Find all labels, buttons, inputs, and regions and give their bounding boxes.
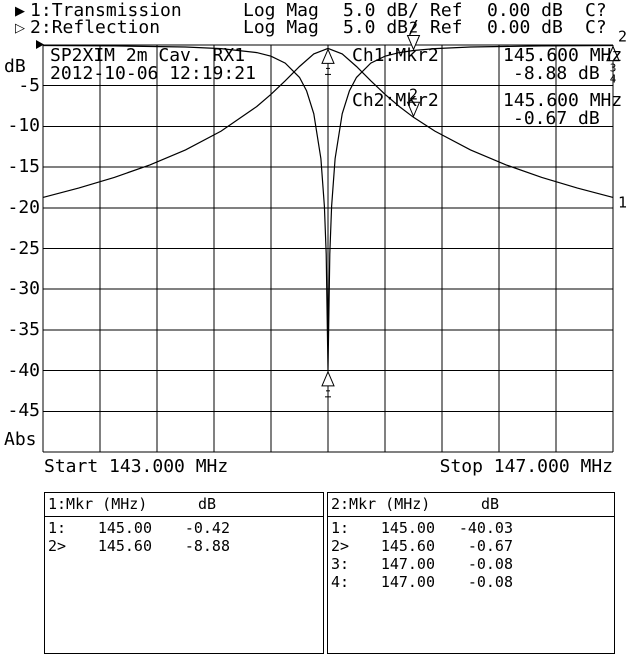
marker-table-cell-num: 3: — [331, 555, 350, 573]
channel-2-ref-value: 0.00 dB — [487, 17, 563, 38]
marker-table-cell-num: 4: — [331, 573, 350, 591]
y-axis-unit-label: dB — [4, 56, 26, 77]
y-axis-abs-label: Abs — [4, 429, 37, 450]
y-axis-tick-label: -25 — [7, 237, 40, 259]
y-axis-tick-label: -5 — [18, 74, 40, 96]
marker-1-2-triangle-icon — [406, 101, 421, 118]
marker-table-row: 1: 145.00 -0.42 — [45, 519, 323, 537]
channel-1-ref-label: Ref — [430, 0, 463, 21]
marker-table-ch1-rows: 1: 145.00 -0.42 2> 145.60 -8.88 — [45, 517, 323, 555]
marker-table-cell-db: -0.67 — [467, 537, 513, 555]
marker-table-cell-freq: 147.00 — [380, 555, 435, 573]
marker-table-ch2-header: 2:Mkr (MHz) dB — [328, 493, 614, 517]
marker-table-cell-db: -0.08 — [467, 555, 513, 573]
marker-table-row: 2> 145.60 -8.88 — [45, 537, 323, 555]
marker-2-2-triangle-icon — [406, 34, 421, 51]
marker-table-cell-num: 2> — [48, 537, 67, 555]
y-axis-tick-label: -20 — [7, 196, 40, 218]
marker-table-ch1-header: 1:Mkr (MHz) dB — [45, 493, 323, 517]
marker-2-3-label: 3 — [610, 62, 617, 75]
channel-2-format: Log Mag — [243, 17, 319, 38]
marker-table-cell-freq: 145.60 — [380, 537, 435, 555]
marker-1-2-label: 2 — [409, 85, 418, 103]
ref-level-arrow-icon — [36, 40, 44, 49]
y-axis-tick-label: -40 — [7, 359, 40, 381]
marker-table-cell-num: 1: — [331, 519, 350, 537]
marker-table-row: 2> 145.60 -0.67 — [328, 537, 614, 555]
marker-table-ch1-unit: dB — [198, 495, 217, 513]
marker-table-cell-freq: 145.00 — [380, 519, 435, 537]
trace-transmission — [42, 47, 614, 198]
ch2-marker-readout-freq: 145.600 MHz — [503, 90, 623, 111]
ch2-marker-readout-level: -0.67 dB — [513, 108, 600, 129]
channel-1-num: 1: — [30, 0, 52, 21]
channel-2-name: Reflection — [51, 17, 161, 38]
y-axis-tick-label: -10 — [7, 115, 40, 137]
channel-2-cal-status: C? — [585, 17, 607, 38]
trace-2-end-label: 2 — [618, 27, 627, 45]
marker-table-cell-freq: 147.00 — [380, 573, 435, 591]
channel-1-label: 1:Transmission — [30, 2, 182, 20]
marker-table-row: 4: 147.00 -0.08 — [328, 573, 614, 591]
channel-1-cal-status: C? — [585, 0, 607, 21]
marker-table-cell-freq: 145.00 — [97, 519, 152, 537]
marker-table-cell-freq: 145.60 — [97, 537, 152, 555]
y-axis-tick-label: -45 — [7, 400, 40, 422]
ch1-marker-readout-level: -8.88 dB — [513, 63, 600, 84]
channel-2-inactive-arrow-icon: ▷ — [15, 21, 25, 36]
channel-1-name: Transmission — [51, 0, 182, 21]
channel-1-active-arrow-icon: ▶ — [15, 4, 25, 19]
marker-table-cell-db: -0.42 — [184, 519, 230, 537]
marker-1-1-triangle-icon — [321, 48, 335, 64]
ch1-marker-readout-label: Ch1:Mkr2 — [352, 45, 439, 66]
marker-table-cell-num: 2> — [331, 537, 350, 555]
marker-table-cell-db: -8.88 — [184, 537, 230, 555]
marker-table-cell-num: 1: — [48, 519, 67, 537]
ch1-marker-readout-freq: 145.600 MHz — [503, 45, 623, 66]
timestamp: 2012-10-06 12:19:21 — [50, 63, 256, 84]
marker-table-ch2-rows: 1: 145.00 -40.03 2> 145.60 -0.67 3: 147.00 -0.08… — [328, 517, 614, 591]
marker-table-ch2-unit: dB — [481, 495, 500, 513]
trace-reflection — [42, 44, 614, 371]
marker-2-4-label: 4 — [610, 73, 617, 86]
trace-title: SP2XIM 2m Cav. RX1 — [50, 45, 246, 66]
marker-table-cell-db: -40.03 — [458, 519, 513, 537]
channel-2-scale: 5.0 dB/ — [343, 17, 419, 38]
channel-1-scale: 5.0 dB/ — [343, 0, 419, 21]
y-axis-tick-label: -35 — [7, 318, 40, 340]
marker-table-ch1: 1:Mkr (MHz) dB 1: 145.00 -0.42 2> 145.60 -8.8… — [44, 492, 324, 654]
channel-2-label: 2:Reflection — [30, 19, 160, 37]
marker-table-cell-db: -0.08 — [467, 573, 513, 591]
channel-1-ref-value: 0.00 dB — [487, 0, 563, 21]
trace-1-end-label: 1 — [618, 193, 627, 211]
marker-table-row: 1: 145.00 -40.03 — [328, 519, 614, 537]
ch2-marker-readout-label: Ch2:Mkr2 — [352, 90, 439, 111]
marker-2-1-triangle-icon — [321, 370, 335, 387]
marker-table-row: 3: 147.00 -0.08 — [328, 555, 614, 573]
channel-2-num: 2: — [30, 17, 52, 38]
sweep-stop-label: Stop 147.000 MHz — [439, 456, 613, 477]
marker-table-ch2: 2:Mkr (MHz) dB 1: 145.00 -40.03 2> 145.60 -0.… — [327, 492, 615, 654]
marker-2-4-triangle-icon — [606, 45, 620, 62]
marker-2-2-label: 2 — [409, 18, 418, 36]
y-axis-tick-label: -15 — [7, 156, 40, 178]
channel-2-ref-label: Ref — [430, 17, 463, 38]
y-axis-tick-label: -30 — [7, 278, 40, 300]
sweep-start-label: Start 143.000 MHz — [44, 456, 229, 477]
marker-table-ch2-title: 2:Mkr (MHz) — [331, 495, 431, 513]
channel-1-format: Log Mag — [243, 0, 319, 21]
marker-table-ch1-title: 1:Mkr (MHz) — [48, 495, 148, 513]
